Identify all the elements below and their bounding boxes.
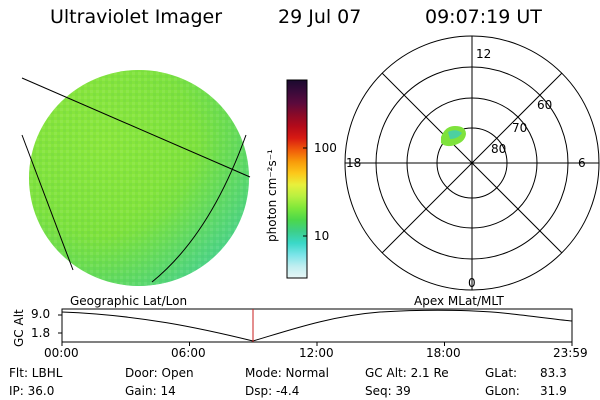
colorbar-unit-label: photon cm⁻²s⁻¹ xyxy=(265,149,279,242)
colorbar-tick-10: 10 xyxy=(314,229,330,243)
timeline-left-label: Geographic Lat/Lon xyxy=(70,294,188,308)
colorbar-tick-100: 100 xyxy=(314,141,337,155)
timeline-ytick-1-8: 1.8 xyxy=(31,326,51,340)
time-label: 09:07:19 UT xyxy=(425,6,542,28)
timeline-xtick-0600: 06:00 xyxy=(171,346,206,360)
timeline-plot xyxy=(58,308,573,346)
polar-aurora-blob xyxy=(441,126,466,147)
timeline-axis-title: GC Alt xyxy=(12,309,26,347)
seq-status: Seq: 39 xyxy=(365,384,411,398)
glon-value: 31.9 xyxy=(540,384,567,398)
mlt-label-18: 18 xyxy=(346,156,362,170)
glon-label: GLon: xyxy=(485,384,520,398)
timeline-xtick-1200: 12:00 xyxy=(299,346,334,360)
glat-value: 83.3 xyxy=(540,366,567,380)
timeline-right-label: Apex MLat/MLT xyxy=(414,294,504,308)
mode-status: Mode: Normal xyxy=(245,366,329,380)
date-label: 29 Jul 07 xyxy=(278,6,362,28)
mlt-label-12: 12 xyxy=(476,47,492,61)
ip-status: IP: 36.0 xyxy=(9,384,55,398)
instrument-title: Ultraviolet Imager xyxy=(50,6,223,28)
auroral-image xyxy=(29,70,249,286)
image-grid-lines xyxy=(21,77,251,283)
filter-status: Flt: LBHL xyxy=(9,366,63,380)
colorbar xyxy=(286,79,308,279)
timeline-xtick-0000: 00:00 xyxy=(44,346,79,360)
dsp-status: Dsp: -4.4 xyxy=(245,384,300,398)
timeline-xtick-1800: 18:00 xyxy=(426,346,461,360)
timeline-ytick-9: 9.0 xyxy=(31,307,51,321)
gc-alt-status: GC Alt: 2.1 Re xyxy=(365,366,449,380)
polar-plot xyxy=(344,35,600,291)
door-status: Door: Open xyxy=(125,366,194,380)
timeline-xtick-2359: 23:59 xyxy=(553,346,588,360)
lat-label-80: 80 xyxy=(491,142,507,156)
lat-label-60: 60 xyxy=(537,98,553,112)
glat-label: GLat: xyxy=(485,366,518,380)
gain-status: Gain: 14 xyxy=(125,384,176,398)
mlt-label-0: 0 xyxy=(468,276,476,290)
lat-label-70: 70 xyxy=(512,121,528,135)
mlt-label-6: 6 xyxy=(578,156,586,170)
